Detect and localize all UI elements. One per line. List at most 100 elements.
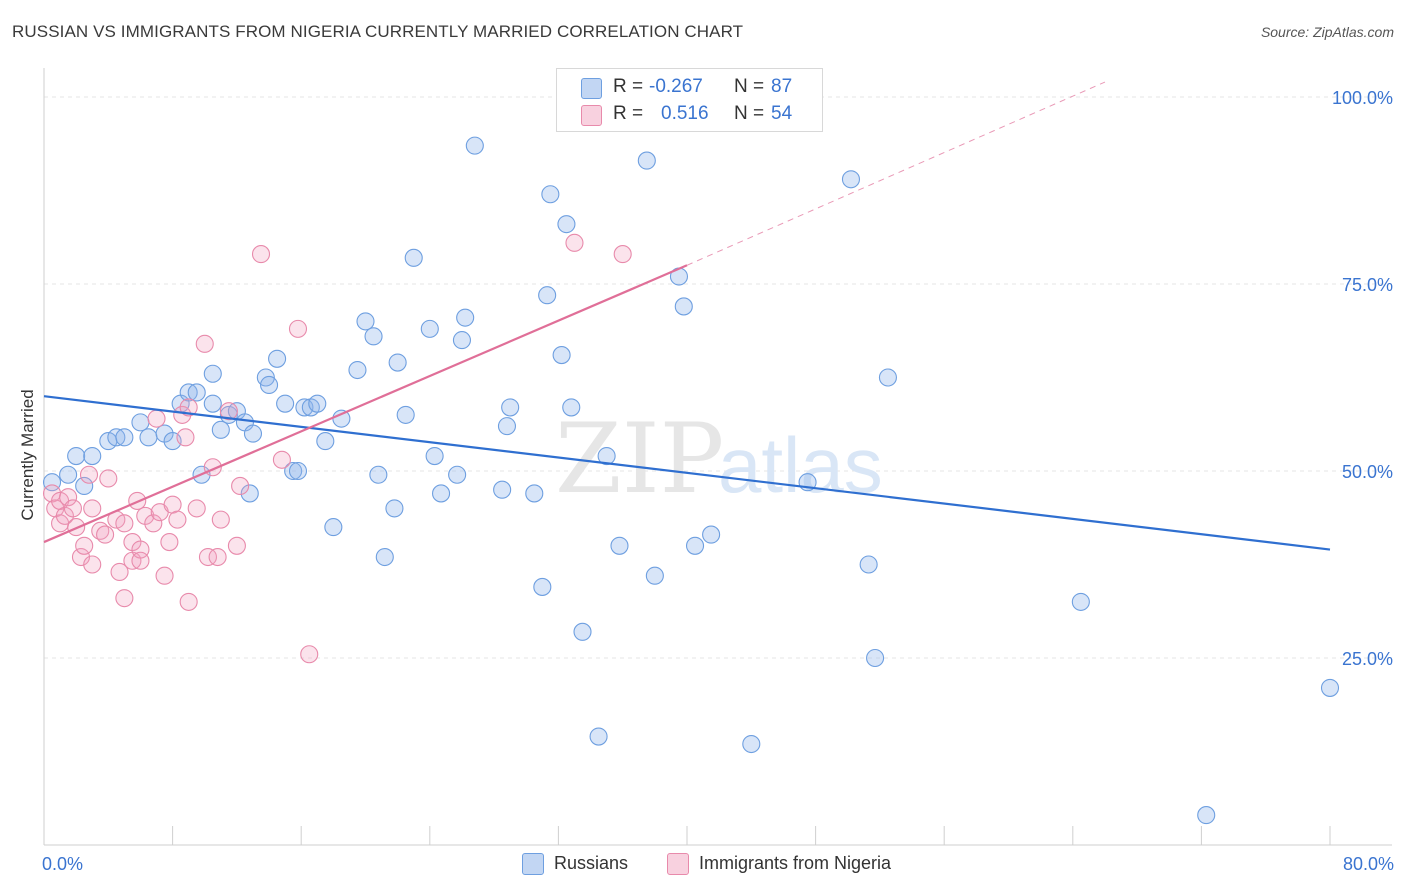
russians-point (131, 413, 150, 432)
russians-point (597, 446, 616, 466)
russians-point (369, 465, 388, 484)
russians-point (388, 353, 407, 372)
nigeria-point (71, 547, 91, 567)
russians-point (610, 536, 629, 555)
russians-point (240, 484, 259, 503)
n-label: N = (734, 103, 765, 124)
russians-point (348, 360, 367, 380)
russians-point (432, 484, 451, 503)
nigeria-point (219, 402, 238, 421)
nigeria-point (131, 551, 150, 570)
russians-point (685, 536, 705, 555)
nigeria-point (115, 514, 134, 533)
russians-point (364, 327, 383, 346)
russians-point (139, 428, 158, 447)
russians-point (1071, 592, 1090, 611)
legend-row-russians: R = -0.267 N = 87 (557, 75, 822, 101)
russians-point (420, 319, 439, 338)
axes (43, 68, 1392, 846)
series-legend: Russians Immigrants from Nigeria (0, 851, 1406, 879)
y-tick-label: 50.0% (1342, 462, 1393, 482)
russians-point (316, 432, 335, 451)
trend-line-russians (43, 395, 1331, 551)
correlation-legend: R = -0.267 N = 87 R = 0.516 N = 54 (556, 68, 823, 132)
russians-point (589, 727, 608, 746)
nigeria-point (144, 514, 163, 533)
russians-point (859, 555, 878, 574)
n-label: N = (734, 76, 765, 97)
nigeria-point (115, 589, 134, 608)
nigeria-point (168, 510, 187, 529)
y-tick-label: 100.0% (1332, 88, 1393, 108)
russians-point (375, 547, 394, 567)
russians-point (404, 248, 423, 267)
russians-point (541, 185, 560, 204)
russians-point (1320, 678, 1340, 697)
russians-point (645, 566, 664, 585)
russians-point (268, 349, 287, 368)
nigeria-point (208, 547, 227, 567)
y-tick-label: 75.0% (1342, 275, 1393, 295)
russians-point (356, 312, 375, 331)
nigeria-point (300, 645, 319, 664)
y-axis-label: Currently Married (18, 389, 37, 520)
russians-point (552, 346, 571, 365)
legend-swatch-russians (522, 853, 544, 875)
nigeria-point (179, 592, 198, 611)
n-value: 87 (771, 76, 793, 97)
watermark: ZIP atlas (555, 403, 883, 515)
nigeria-point (160, 533, 179, 552)
russians-point (259, 375, 279, 395)
russians-point (538, 286, 557, 305)
nigeria-point (198, 547, 218, 567)
russians-point (557, 215, 576, 234)
legend-label-russians: Russians (554, 853, 629, 873)
nigeria-point (155, 566, 174, 585)
nigeria-point (75, 536, 94, 555)
russians-point (211, 420, 230, 439)
nigeria-point (288, 319, 308, 338)
russians-point (243, 424, 263, 443)
nigeria-point (59, 488, 78, 507)
legend-row-nigeria: R = 0.516 N = 54 (557, 102, 822, 128)
russians-point (493, 480, 512, 499)
nigeria-point (231, 476, 250, 496)
y-tick-labels: 25.0% 50.0% 75.0% 100.0% (1332, 88, 1393, 669)
russians-point (385, 499, 404, 518)
russians-point (456, 308, 475, 327)
russians-point (75, 476, 94, 496)
x-tick-label: 0.0% (42, 854, 83, 874)
nigeria-point (96, 525, 115, 544)
russians-point (742, 734, 761, 754)
nigeria-point (176, 428, 195, 447)
nigeria-point (187, 499, 206, 518)
nigeria-point (251, 245, 271, 264)
nigeria-point (195, 334, 214, 353)
nigeria-point (211, 510, 230, 529)
russians-point (448, 465, 467, 484)
russians-point (562, 398, 581, 417)
russians-point (288, 461, 308, 481)
source-label: Source: ZipAtlas.com (1260, 24, 1394, 40)
nigeria-point (79, 465, 99, 484)
russians-point (878, 368, 897, 387)
trend-line-nigeria (43, 264, 688, 544)
legend-label-nigeria: Immigrants from Nigeria (699, 853, 892, 873)
nigeria-point (565, 233, 584, 252)
russians-point (67, 446, 86, 466)
r-label: R = (613, 103, 644, 124)
russians-point (425, 446, 444, 466)
russians-point (83, 446, 102, 466)
russians-point (308, 394, 327, 413)
grid-lines (44, 96, 1392, 659)
n-value: 54 (771, 103, 793, 124)
russians-point (702, 525, 721, 544)
nigeria-point (99, 469, 118, 488)
russians-point (203, 394, 222, 413)
watermark-atlas: atlas (718, 421, 883, 509)
series-russians (42, 136, 1340, 825)
russians-point (1197, 806, 1216, 825)
legend-swatch-nigeria (581, 105, 602, 126)
russians-point (637, 151, 656, 170)
russians-point (573, 622, 592, 641)
